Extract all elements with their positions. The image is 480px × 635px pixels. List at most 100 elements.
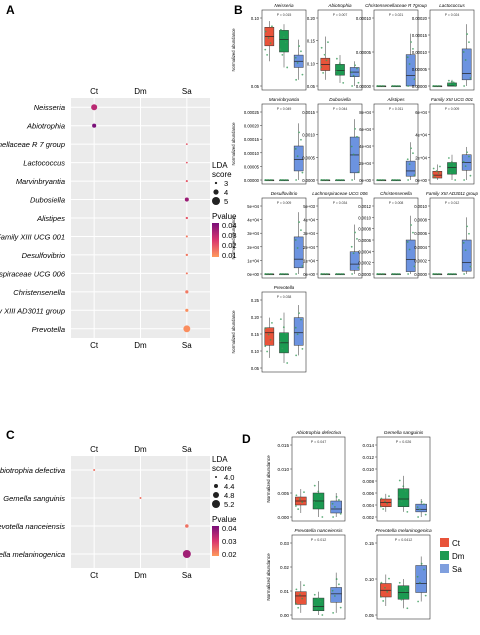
legend-size-dot	[214, 484, 218, 488]
boxplot-tick-label: 0.00015	[244, 137, 260, 142]
legend-color-tick: 0.02	[222, 241, 237, 250]
boxplot-point	[464, 249, 467, 252]
boxplot-point	[447, 168, 450, 171]
boxplot-box	[405, 54, 416, 87]
boxplot-marvinbryantia: Marvinbryantia P = 0.049 0.00025 0.00020 0.0…	[244, 97, 307, 185]
panel-label-a: A	[6, 3, 15, 17]
boxplot-title: Family XIII AD3011 group	[426, 191, 479, 196]
dot-lactococcus	[185, 161, 188, 164]
boxplot-point	[332, 611, 335, 614]
boxplot-point	[297, 606, 300, 609]
boxplot-point	[271, 25, 273, 28]
boxplot-tick-label: 4e+04	[247, 218, 259, 223]
boxplot-point	[398, 85, 401, 87]
boxplot-neisseria: Neisseria P = 0.015 0.10 0.05	[251, 3, 307, 91]
boxplot-point	[295, 494, 298, 497]
boxplot-box	[330, 500, 342, 514]
boxplot-frame	[261, 103, 307, 185]
boxplot-tick-label: 6e+04	[359, 127, 371, 132]
boxplot-point	[351, 85, 354, 87]
boxplot-point	[294, 239, 297, 241]
boxplot-title: Family XIII UCG 001	[431, 97, 474, 102]
boxplot-point	[282, 35, 285, 38]
boxplot-point	[406, 510, 409, 513]
boxplot-point	[295, 602, 297, 605]
boxplot-point	[381, 85, 384, 87]
boxplot-title: Dubosiella	[329, 97, 351, 102]
boxplot-point	[317, 490, 320, 493]
legend-color-tick: 0.01	[222, 251, 237, 260]
boxplot-pvalue: P = 0.007	[333, 13, 348, 17]
boxplot-point	[338, 583, 340, 586]
boxplot-box	[461, 48, 472, 81]
boxplot-pvalue: P = 0.009	[277, 201, 292, 205]
boxplot-tick-label: 0.03	[280, 541, 289, 546]
boxplot-point	[267, 37, 270, 39]
boxplot-tick-label: 0.05	[365, 613, 374, 618]
boxplot-box	[405, 160, 416, 177]
boxplot-alistipes: Alistipes P = 0.011 8e+04 6e+04 4e+04 2e+04 0e…	[359, 97, 419, 185]
legend-size-dot	[213, 492, 219, 498]
boxplot-tick-label: 0.00000	[356, 84, 372, 89]
boxplot-point	[435, 85, 438, 87]
boxplot-point	[279, 318, 282, 321]
boxplot-point	[396, 179, 399, 181]
boxplot-tick-label: 0.00020	[244, 124, 260, 129]
taxon-label-family-xiii-ad3011-group: Family XIII AD3011 group	[0, 306, 65, 315]
taxon-label-lachnospiraceae-ucg-006: Lachnospiraceae UCG 006	[0, 269, 66, 278]
boxplot-point	[402, 485, 405, 488]
boxplot-point	[338, 179, 341, 181]
legend-size-dot	[212, 500, 220, 508]
boxplot-point	[434, 176, 437, 179]
boxplot-tick-label: 0.01	[280, 589, 289, 594]
boxplot-tick-label: 8e+04	[359, 110, 371, 115]
boxplot-point	[337, 273, 340, 275]
boxplot-tick-label: 0.0010	[358, 215, 371, 220]
boxplot-point	[271, 273, 273, 275]
legend-size-label: 5.2	[224, 500, 234, 509]
taxon-label-dubosiella: Dubosiella	[30, 196, 65, 205]
boxplot-point	[279, 179, 282, 181]
boxplot-box	[264, 327, 275, 346]
boxplot-point	[439, 85, 441, 87]
boxplot-point	[449, 273, 452, 275]
boxplot-point	[406, 607, 409, 610]
boxplot-point	[271, 179, 273, 181]
legend-size-label: 3	[224, 179, 228, 188]
boxplot-tick-label: 0.008	[363, 479, 375, 484]
boxplot-point	[379, 179, 382, 181]
boxplot-tick-label: 1e+04	[247, 258, 259, 263]
boxplot-point	[407, 273, 410, 275]
boxplot-pvalue: P = 0.012	[311, 538, 326, 542]
dot-prevotella-nanceiensis	[185, 524, 189, 528]
boxplot-point	[410, 147, 412, 150]
boxplot-point	[354, 231, 356, 234]
boxplot-point	[267, 273, 270, 275]
boxplot-abiotrophia-defectiva: Abiotrophia defectiva P = 0.047 0.015 0.010…	[278, 430, 346, 522]
boxplot-point	[281, 179, 284, 181]
boxplot-point	[323, 53, 326, 56]
group-label-bottom-ct: Ct	[90, 571, 99, 580]
boxplot-point	[282, 179, 285, 181]
boxplot-point	[271, 321, 273, 324]
y-axis-label: Normalized abundance	[231, 216, 236, 260]
boxplot-tick-label: 0e+00	[415, 178, 427, 183]
boxplot-tick-label: 0.0006	[358, 238, 371, 243]
boxplot-point	[384, 500, 386, 503]
boxplot-box	[293, 145, 304, 172]
boxplot-point	[469, 174, 472, 177]
dot-lachnospiraceae-ucg-006	[185, 272, 188, 275]
boxplot-pvalue: P = 0.008	[389, 201, 404, 205]
boxplot-point	[267, 333, 270, 336]
boxplot-tick-label: 4e+04	[359, 144, 371, 149]
boxplot-point	[286, 273, 289, 275]
boxplot-pvalue: P = 0.012	[445, 201, 460, 205]
boxplot-point	[466, 225, 468, 228]
boxplot-point	[434, 273, 437, 275]
y-axis-label: Normalized abundance	[231, 122, 236, 166]
boxplot-tick-label: 5e+04	[247, 204, 259, 209]
boxplot-point	[463, 85, 466, 87]
group-label-top-dm: Dm	[134, 87, 147, 96]
boxplot-point	[384, 586, 386, 589]
boxplot-point	[468, 155, 470, 158]
